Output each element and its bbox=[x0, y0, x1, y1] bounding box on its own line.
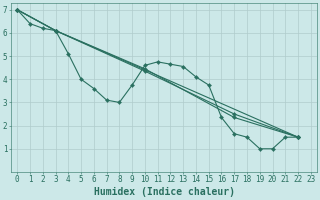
X-axis label: Humidex (Indice chaleur): Humidex (Indice chaleur) bbox=[93, 187, 235, 197]
